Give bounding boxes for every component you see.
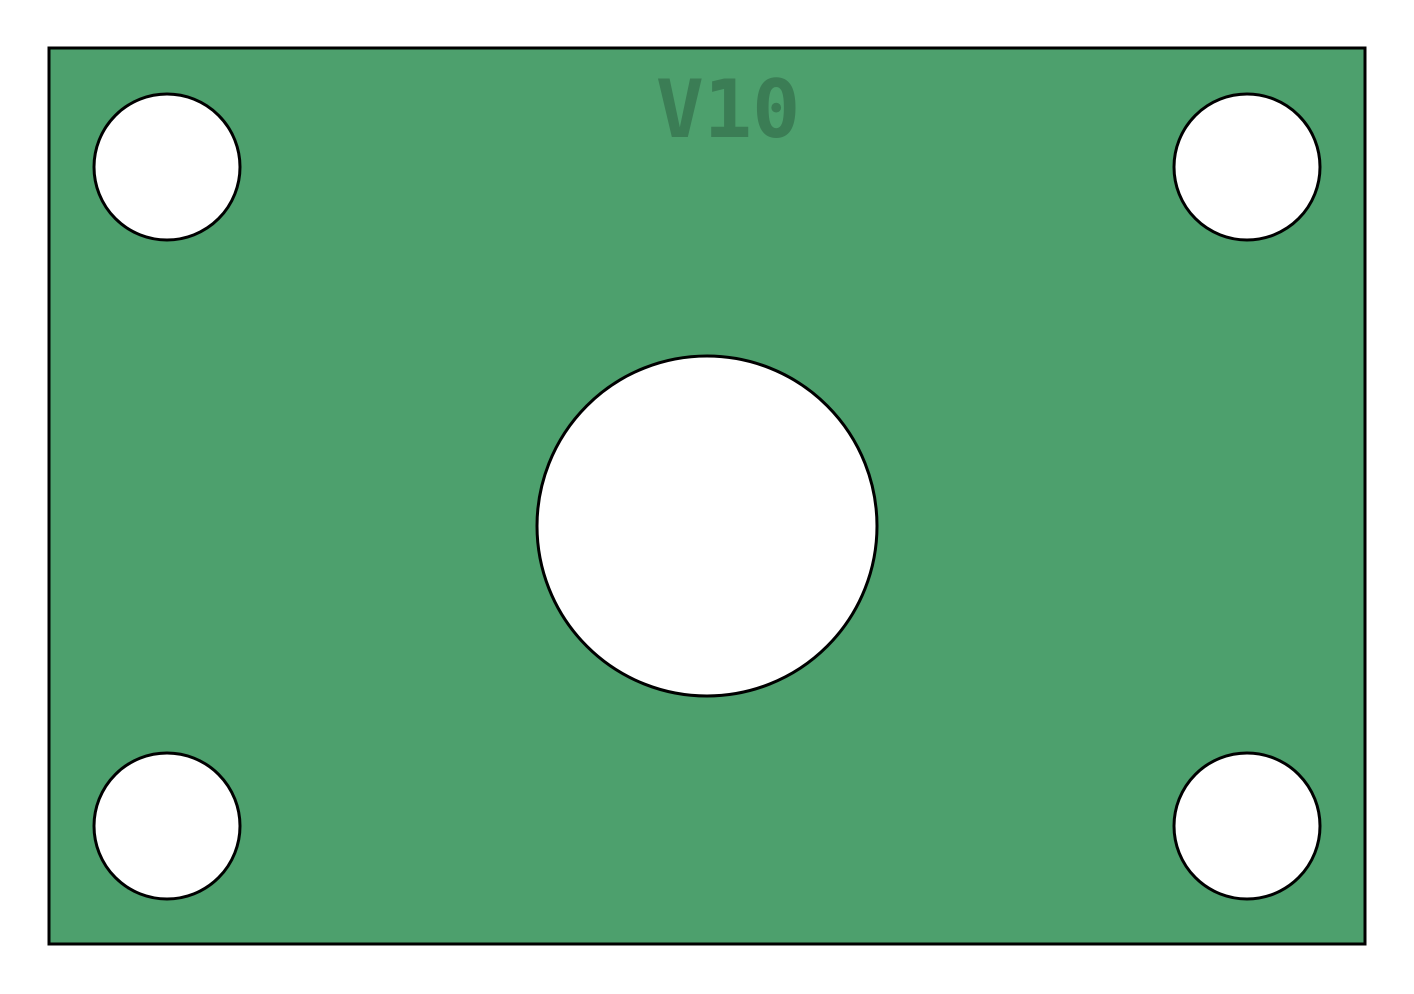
mounting-hole-bottom-left	[92, 751, 242, 901]
plate-label: V10	[656, 63, 801, 156]
center-hole	[535, 354, 879, 698]
mounting-hole-bottom-right	[1172, 751, 1322, 901]
mounting-hole-top-right	[1172, 92, 1322, 242]
mounting-hole-top-left	[92, 92, 242, 242]
